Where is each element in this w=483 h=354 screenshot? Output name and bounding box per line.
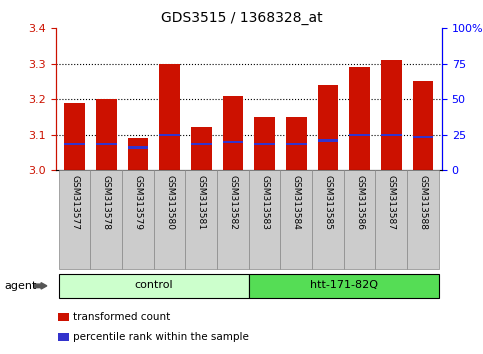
Bar [128, 146, 148, 149]
Bar [191, 143, 212, 145]
Text: GSM313587: GSM313587 [387, 175, 396, 230]
Bar [223, 141, 243, 143]
Bar [349, 67, 370, 170]
Bar [90, 170, 122, 269]
Text: GDS3515 / 1368328_at: GDS3515 / 1368328_at [161, 11, 322, 25]
Text: GSM313579: GSM313579 [133, 175, 142, 230]
Bar [249, 170, 281, 269]
Text: htt-171-82Q: htt-171-82Q [310, 280, 378, 290]
Bar [349, 134, 370, 136]
Text: GSM313585: GSM313585 [324, 175, 332, 230]
Text: agent: agent [5, 281, 37, 291]
Bar [223, 96, 243, 170]
Text: control: control [134, 280, 173, 290]
Bar [254, 143, 275, 145]
Bar [344, 170, 375, 269]
Bar [249, 274, 439, 298]
Bar [312, 170, 344, 269]
Bar [281, 170, 312, 269]
Text: transformed count: transformed count [73, 312, 170, 322]
Bar [122, 170, 154, 269]
Bar [191, 127, 212, 170]
Bar [59, 170, 90, 269]
Bar [217, 170, 249, 269]
Bar [412, 136, 433, 138]
Bar [407, 170, 439, 269]
Bar [154, 170, 185, 269]
Bar [159, 64, 180, 170]
Bar [286, 117, 307, 170]
Bar [96, 99, 116, 170]
Bar [185, 170, 217, 269]
Bar [381, 134, 401, 136]
Text: GSM313581: GSM313581 [197, 175, 206, 230]
Bar [254, 117, 275, 170]
Bar [64, 103, 85, 170]
Bar [64, 143, 85, 145]
Text: GSM313588: GSM313588 [418, 175, 427, 230]
Text: GSM313586: GSM313586 [355, 175, 364, 230]
Bar [59, 274, 249, 298]
Bar [381, 60, 401, 170]
Text: GSM313584: GSM313584 [292, 175, 301, 230]
Text: GSM313577: GSM313577 [70, 175, 79, 230]
Bar [286, 143, 307, 145]
Bar [128, 138, 148, 170]
Bar [375, 170, 407, 269]
Bar [412, 81, 433, 170]
Bar [96, 143, 116, 145]
Text: GSM313580: GSM313580 [165, 175, 174, 230]
Text: GSM313578: GSM313578 [102, 175, 111, 230]
Text: GSM313582: GSM313582 [228, 175, 238, 230]
Bar [318, 139, 338, 142]
Text: percentile rank within the sample: percentile rank within the sample [73, 332, 249, 342]
Bar [159, 134, 180, 136]
Bar [318, 85, 338, 170]
Text: GSM313583: GSM313583 [260, 175, 269, 230]
